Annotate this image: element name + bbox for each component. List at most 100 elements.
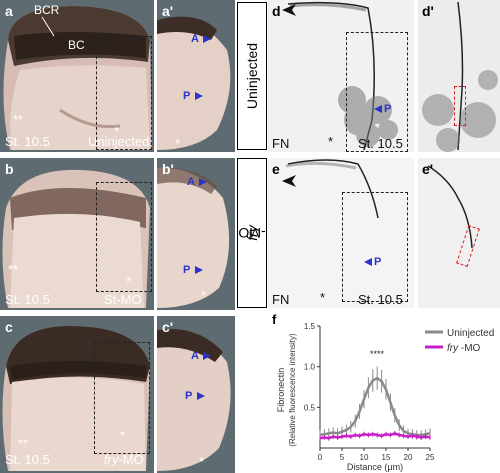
posterior-arrow-label: P: [185, 390, 193, 402]
panel-d-prime: d': [418, 0, 500, 152]
posterior-arrow-icon: [195, 266, 203, 274]
panel-c: c ** * St. 10.5 fry-MO: [0, 316, 154, 473]
x-tick-label: 10: [360, 453, 369, 462]
y-tick-label: 1.0: [304, 363, 316, 372]
stage-label: St. 10.5: [358, 136, 403, 151]
fibronectin-stain-d-prime: [422, 1, 498, 152]
x-axis-label: Distance (μm): [347, 462, 403, 472]
asterisk-single: *: [114, 124, 120, 139]
stage-label: St. 10.5: [358, 292, 403, 307]
quantification-box: [454, 86, 466, 126]
zoom-box: [96, 36, 152, 150]
asterisk-single: *: [126, 274, 132, 289]
bcr-pointer-line: [41, 16, 55, 37]
condition-label: fry-MO: [104, 452, 144, 467]
embryo-a-prime-image: [157, 16, 231, 150]
bcr-label: BCR: [34, 3, 60, 17]
asterisk-single: *: [120, 428, 126, 443]
panel-e-prime: e': [418, 158, 500, 308]
x-tick-label: 25: [426, 453, 435, 462]
zoom-box: [96, 182, 152, 292]
row-label-suffix: -MO: [238, 225, 266, 241]
posterior-arrow-label: P: [183, 264, 191, 276]
legend-gene: fry: [447, 343, 459, 354]
stage-label: St. 10.5: [5, 134, 50, 149]
fibronectin-stain-e-prime: [427, 165, 473, 249]
x-tick-label: 20: [404, 453, 413, 462]
legend-label-uninjected: Uninjected: [447, 328, 494, 339]
y-tick-label: 1.5: [304, 322, 316, 331]
row-label-uninjected: Uninjected: [237, 2, 267, 150]
asterisk-double: **: [18, 436, 29, 451]
panel-letter-e-prime: e': [422, 161, 434, 177]
condition-suffix: -MO: [118, 452, 144, 467]
row-label-fry-mo-text: fry -MO: [238, 225, 265, 241]
anterior-arrow-label: A: [187, 176, 195, 188]
panel-letter-f: f: [272, 312, 277, 327]
significance-marker: ****: [370, 349, 385, 359]
row-label-uninjected-text: Uninjected: [244, 42, 260, 110]
asterisk-single: *: [320, 290, 326, 305]
condition-label: St-MO: [104, 292, 142, 307]
stage-label: St. 10.5: [5, 452, 50, 467]
arrowhead-icon: [282, 4, 296, 16]
anterior-arrow-icon: [203, 35, 211, 43]
panel-letter-b: b: [5, 161, 14, 177]
zoom-box: [342, 192, 408, 302]
zoom-box: [346, 32, 408, 152]
condition-label: Uninjected: [88, 134, 150, 149]
fibronectin-line-chart: f Fibronectin (Relative fluorescence int…: [272, 312, 494, 472]
plot-area: 0 5 10 15 20 25 0.5 1.0 1.5: [304, 322, 435, 462]
posterior-arrow-icon: [364, 258, 372, 266]
series-line-uninjected: [319, 376, 431, 437]
embryo-a-image: [3, 6, 153, 150]
panel-letter-b-prime: b': [162, 161, 174, 177]
y-axis-label: Fibronectin: [276, 368, 286, 413]
embryo-b-image: [2, 169, 151, 308]
panel-b-prime: b' A P *: [157, 158, 235, 310]
y-tick-label: 0.5: [304, 403, 316, 412]
y-axis-label-2: (Relative fluorescence intensity): [288, 333, 297, 447]
panel-a-prime: a' A P *: [157, 0, 235, 152]
embryo-c-prime-image: [157, 328, 231, 471]
x-tick-label: 0: [318, 453, 323, 462]
x-tick-label: 15: [382, 453, 391, 462]
panel-b: b ** * St. 10.5 St-MO: [0, 158, 154, 310]
posterior-arrow-label: P: [183, 90, 191, 102]
posterior-arrow-icon: [197, 392, 205, 400]
posterior-arrow-label: P: [374, 256, 382, 268]
asterisk-double: **: [13, 112, 24, 127]
legend-suffix: -MO: [458, 343, 480, 354]
panel-c-prime: c' A P *: [157, 316, 235, 473]
legend-label-fry-mo: fry -MO: [447, 343, 481, 354]
anterior-arrow-icon: [199, 178, 207, 186]
panel-letter-e: e: [272, 161, 280, 177]
fibronectin-stain-e: [285, 159, 379, 219]
stain-label: FN: [272, 136, 290, 151]
anterior-arrow-label: A: [191, 33, 199, 45]
row-label-fry-mo: fry -MO: [237, 158, 267, 308]
arrowhead-icon: [282, 175, 296, 187]
panel-letter-c-prime: c': [162, 319, 174, 335]
asterisk-single: *: [201, 288, 207, 303]
condition-gene: fry: [104, 452, 119, 467]
panel-f: f Fibronectin (Relative fluorescence int…: [240, 310, 500, 473]
anterior-arrow-label: A: [191, 350, 199, 362]
panel-letter-d: d: [272, 3, 281, 19]
posterior-arrow-icon: [374, 105, 382, 113]
panel-letter-a-prime: a': [162, 3, 174, 19]
panel-e: e P FN * St. 10.5: [268, 158, 414, 308]
stain-label: FN: [272, 292, 290, 307]
asterisk-single: *: [328, 134, 334, 149]
asterisk-single: *: [175, 136, 181, 151]
asterisk-single: *: [199, 454, 205, 469]
bc-label: BC: [68, 38, 85, 52]
posterior-arrow-icon: [195, 92, 203, 100]
panel-a: a BCR BC ** * St. 10.5 Uninjected: [0, 0, 154, 152]
embryo-c-image: [2, 326, 151, 471]
zoom-box: [94, 342, 150, 454]
legend: Uninjected fry -MO: [425, 328, 494, 354]
panel-letter-c: c: [5, 319, 13, 335]
series-line-fry-mo: [319, 432, 431, 440]
asterisk-double: **: [8, 262, 19, 277]
